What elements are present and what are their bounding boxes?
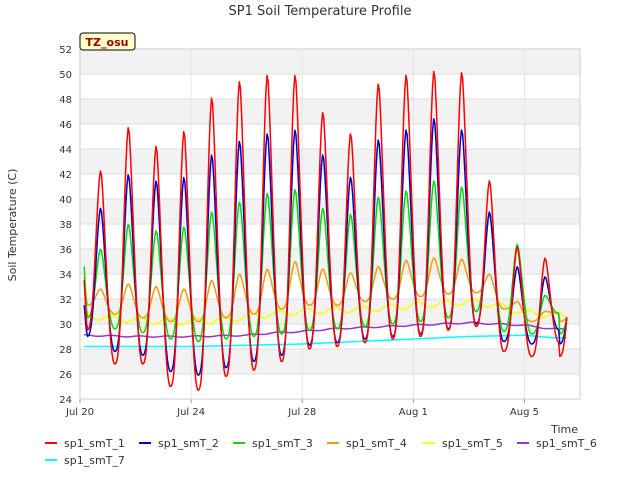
y-tick-label: 24 <box>59 395 72 406</box>
y-tick-label: 38 <box>59 220 72 231</box>
legend-label-sp1_smT_5: sp1_smT_5 <box>442 437 503 450</box>
series-line-sp1_smT_1 <box>83 70 568 391</box>
x-tick-label: Aug 1 <box>399 407 428 418</box>
x-tick-label: Jul 20 <box>65 407 94 418</box>
y-tick-label: 34 <box>59 270 72 281</box>
axes: 24 26 28 30 32 34 36 38 40 42 44 46 48 50 52 Jul 20 Jul … <box>59 45 581 418</box>
y-tick-label: 28 <box>59 345 72 356</box>
y-tick-label: 48 <box>59 95 72 106</box>
x-axis-label: Time <box>550 423 578 436</box>
y-tick-label: 40 <box>59 195 72 206</box>
y-tick-label: 42 <box>59 170 72 181</box>
legend-label-sp1_smT_3: sp1_smT_3 <box>252 437 313 450</box>
grid-band <box>80 349 580 374</box>
grid-band <box>80 49 580 74</box>
x-tick-label: Jul 24 <box>176 407 205 418</box>
series-line-sp1_smT_7 <box>84 334 567 348</box>
y-tick-label: 36 <box>59 245 72 256</box>
legend: sp1_smT_1 sp1_smT_2 sp1_smT_3 sp1_smT_4 sp1_… <box>45 437 597 467</box>
y-tick-label: 46 <box>59 120 72 131</box>
legend-label-sp1_smT_7: sp1_smT_7 <box>64 454 125 467</box>
y-tick-label: 32 <box>59 295 72 306</box>
y-tick-label: 30 <box>59 320 72 331</box>
plot-frame <box>79 48 581 400</box>
x-tick-label: Aug 5 <box>510 407 539 418</box>
y-tick-label: 52 <box>59 45 72 56</box>
x-tick-label: Jul 28 <box>287 407 316 418</box>
chart-title: SP1 Soil Temperature Profile <box>229 4 412 19</box>
station-badge: TZ_osu <box>79 32 136 51</box>
legend-label-sp1_smT_4: sp1_smT_4 <box>346 437 407 450</box>
y-tick-label: 50 <box>59 70 72 81</box>
grid-band <box>80 99 580 124</box>
y-tick-label: 26 <box>59 370 72 381</box>
legend-label-sp1_smT_2: sp1_smT_2 <box>158 437 219 450</box>
grid-band <box>80 299 580 324</box>
y-axis-label: Soil Temperature (C) <box>6 169 19 282</box>
y-tick-label: 44 <box>59 145 72 156</box>
legend-label-sp1_smT_1: sp1_smT_1 <box>64 437 125 450</box>
grid-band <box>80 149 580 174</box>
badge-box <box>79 32 136 51</box>
legend-label-sp1_smT_6: sp1_smT_6 <box>536 437 597 450</box>
grid-band <box>80 199 580 224</box>
series-layer <box>83 70 568 391</box>
badge-text: TZ_osu <box>86 36 129 49</box>
